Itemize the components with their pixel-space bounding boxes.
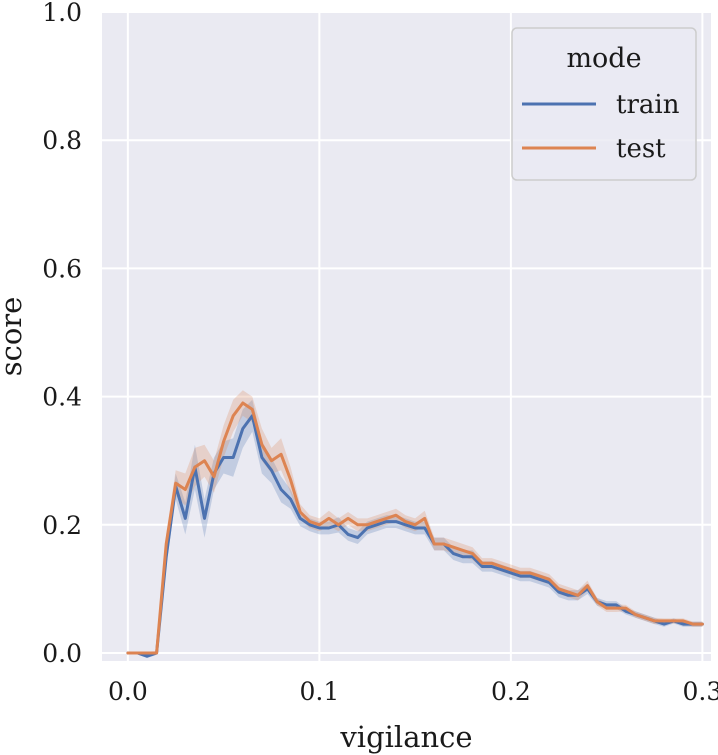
- y-tick-label: 0.0: [42, 639, 82, 668]
- y-axis-label: score: [0, 297, 28, 377]
- legend-box: [511, 27, 697, 181]
- legend-label-test: test: [616, 134, 666, 164]
- x-tick-label: 0.3: [682, 677, 718, 706]
- legend-entries: train test: [522, 90, 680, 164]
- y-tick-label: 0.2: [42, 511, 82, 540]
- x-axis-label: vigilance: [339, 720, 472, 754]
- legend-label-train: train: [616, 90, 680, 120]
- x-tick-labels: 0.0 0.1 0.2 0.3: [108, 677, 718, 706]
- y-tick-label: 0.6: [42, 254, 82, 283]
- x-tick-label: 0.2: [491, 677, 531, 706]
- x-tick-label: 0.0: [108, 677, 148, 706]
- y-tick-label: 0.8: [42, 126, 82, 155]
- x-tick-label: 0.1: [299, 677, 339, 706]
- series-lines: [126, 401, 704, 658]
- legend-title: mode: [566, 43, 641, 74]
- line-train: [126, 414, 704, 658]
- y-tick-label: 1.0: [42, 0, 82, 27]
- y-tick-label: 0.4: [42, 383, 82, 412]
- y-tick-labels: 0.0 0.2 0.4 0.6 0.8 1.0: [42, 0, 82, 668]
- legend: mode train test: [511, 27, 697, 181]
- line-test: [126, 401, 704, 655]
